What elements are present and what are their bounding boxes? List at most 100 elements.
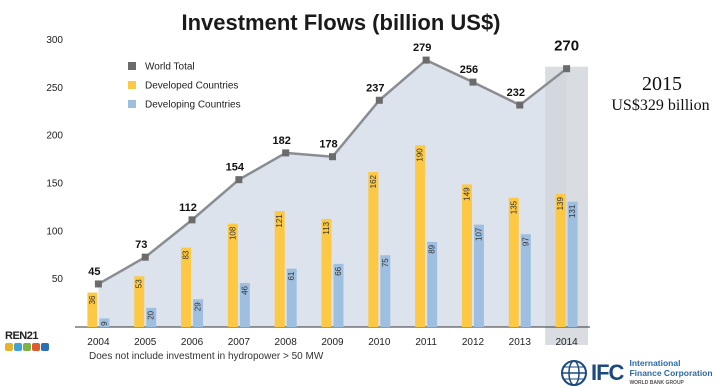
developing-bar (99, 318, 110, 327)
developing-bar (427, 241, 438, 327)
developed-bar (134, 276, 145, 327)
ren21-dot (5, 343, 13, 351)
legend-swatch (128, 100, 136, 108)
world-total-value-label: 112 (179, 202, 197, 214)
ren21-dot (14, 343, 22, 351)
world-total-value-label: 270 (554, 38, 579, 55)
bar-value-label: 36 (88, 295, 97, 304)
developing-bar (380, 255, 391, 327)
x-tick-label: 2004 (87, 337, 110, 348)
ren21-logo-text: REN21 (5, 330, 38, 342)
developed-bar (368, 172, 379, 327)
world-total-value-label: 256 (460, 64, 478, 76)
side-note-year: 2015 (642, 73, 682, 95)
ifc-logo-line3: WORLD BANK GROUP (629, 380, 684, 386)
x-tick-label: 2006 (181, 337, 204, 348)
ren21-dot (41, 343, 49, 351)
legend-swatch (128, 62, 136, 70)
bar-value-label: 46 (240, 285, 249, 294)
world-total-value-label: 232 (507, 87, 525, 99)
developed-bar (181, 247, 192, 327)
ren21-dot (32, 343, 40, 351)
ifc-logo-line1: International (629, 358, 681, 368)
legend-entry: Developing Countries (145, 100, 241, 111)
x-tick-label: 2005 (134, 337, 157, 348)
y-tick-label: 100 (46, 226, 63, 237)
developing-bar (333, 263, 344, 327)
bar-value-label: 107 (474, 227, 483, 241)
globe-icon (561, 360, 587, 386)
bar-value-label: 29 (194, 302, 203, 311)
bar-value-label: 139 (556, 196, 565, 210)
bar-value-label: 113 (322, 221, 331, 234)
bar-value-label: 66 (334, 266, 343, 275)
bar-value-label: 97 (521, 237, 530, 246)
world-total-value-label: 154 (226, 162, 245, 174)
developed-bar (508, 197, 519, 327)
world-total-marker (94, 280, 102, 288)
bar-value-label: 83 (182, 250, 191, 259)
world-total-marker (469, 78, 477, 86)
y-tick-label: 250 (46, 83, 63, 94)
x-tick-label: 2009 (321, 337, 344, 348)
world-total-marker (422, 56, 430, 64)
bar-value-label: 131 (568, 204, 577, 218)
world-total-marker (188, 216, 196, 224)
legend-entry: Developed Countries (145, 81, 238, 92)
bar-value-label: 135 (509, 200, 518, 214)
x-tick-label: 2007 (228, 337, 251, 348)
bar-value-label: 89 (428, 244, 437, 253)
world-total-value-label: 182 (273, 135, 291, 147)
legend-swatch (128, 81, 136, 89)
world-total-marker (329, 153, 336, 161)
world-total-marker (563, 65, 571, 73)
developing-bar (473, 224, 484, 327)
bar-value-label: 190 (416, 148, 425, 162)
world-total-value-label: 237 (366, 82, 384, 94)
ifc-logo-line2: Finance Corporation (629, 368, 713, 378)
footnote: Does not include investment in hydropowe… (89, 351, 324, 362)
world-total-value-label: 45 (88, 266, 100, 278)
bar-value-label: 162 (369, 174, 378, 188)
ren21-logo: REN21 (5, 330, 49, 351)
developed-bar (87, 292, 98, 327)
bar-value-label: 20 (147, 310, 156, 319)
world-total-area (98, 60, 567, 328)
ifc-logo-text: International Finance Corporation WORLD … (629, 358, 712, 388)
developed-bar (274, 211, 285, 327)
y-tick-label: 200 (46, 131, 63, 142)
bar-value-label: 61 (287, 271, 296, 280)
ren21-logo-dots (5, 343, 49, 351)
ren21-dot (23, 343, 31, 351)
developing-bar (520, 234, 531, 327)
x-tick-label: 2014 (555, 337, 578, 348)
side-note-amount: US$329 billion (611, 97, 710, 114)
developed-bar (461, 184, 472, 327)
world-total-marker (235, 176, 243, 184)
world-total-value-label: 178 (319, 139, 337, 151)
bar-value-label: 108 (228, 226, 237, 240)
world-total-marker (516, 101, 524, 109)
highlight-band-2014 (545, 66, 588, 345)
legend-entry: World Total (145, 62, 195, 73)
x-tick-label: 2013 (509, 337, 532, 348)
y-tick-label: 50 (52, 274, 64, 285)
ifc-logo: IFC International Finance Corporation WO… (560, 358, 713, 388)
x-tick-label: 2011 (415, 337, 437, 348)
chart-title: Investment Flows (billion US$) (181, 10, 500, 35)
developing-bar (286, 268, 297, 327)
developing-bar (193, 299, 204, 327)
x-tick-label: 2010 (368, 337, 391, 348)
bar-value-label: 75 (381, 258, 390, 267)
ifc-logo-mark: IFC (591, 360, 624, 385)
world-total-marker (282, 149, 290, 157)
developed-bar (415, 145, 426, 327)
y-tick-label: 300 (46, 35, 63, 46)
x-tick-label: 2008 (275, 337, 298, 348)
bar-value-label: 53 (135, 279, 144, 288)
developing-bar (567, 201, 578, 327)
bar-value-label: 149 (462, 187, 471, 201)
developed-bar (227, 223, 238, 327)
developing-bar (146, 307, 157, 327)
